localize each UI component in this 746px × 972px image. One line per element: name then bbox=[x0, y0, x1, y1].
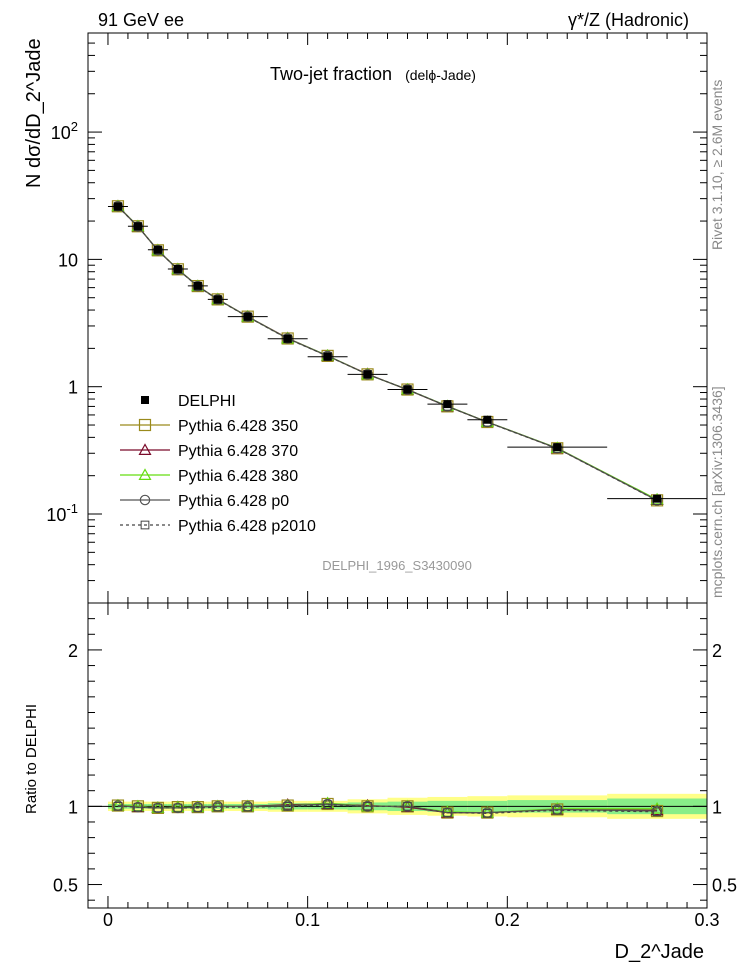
x-tick-label: 0 bbox=[103, 910, 113, 930]
legend-label: Pythia 6.428 350 bbox=[178, 418, 298, 435]
legend-item-pythia-6-428-p0: Pythia 6.428 p0 bbox=[120, 493, 289, 510]
ratio-tick-label-right: 0.5 bbox=[712, 876, 737, 896]
data-point bbox=[243, 312, 252, 321]
ratio-point-pythia-6-428-p2010 bbox=[243, 802, 253, 812]
ratio-panel bbox=[88, 796, 707, 819]
data-point bbox=[653, 494, 662, 503]
y-axis-label-main: N dσ/dD_2^Jade bbox=[23, 38, 45, 188]
ratio-tick-label-left: 0.5 bbox=[53, 876, 78, 896]
analysis-id: DELPHI_1996_S3430090 bbox=[322, 558, 472, 573]
legend-label: DELPHI bbox=[178, 393, 236, 410]
ratio-point-pythia-6-428-380 bbox=[550, 801, 564, 814]
legend-item-pythia-6-428-380: Pythia 6.428 380 bbox=[120, 468, 298, 485]
data-point bbox=[283, 334, 292, 343]
ratio-point-pythia-6-428-p2010 bbox=[403, 801, 412, 811]
ratio-point-pythia-6-428-p2010 bbox=[283, 801, 293, 811]
legend-item-delphi: DELPHI bbox=[141, 393, 236, 410]
data-point bbox=[173, 265, 182, 274]
series-point-pythia-6-428-p0 bbox=[172, 264, 184, 275]
side-label-mcplots: mcplots.cern.ch [arXiv:1306.3436] bbox=[709, 386, 725, 598]
legend-item-pythia-6-428-350: Pythia 6.428 350 bbox=[120, 418, 298, 435]
data-point bbox=[363, 370, 372, 379]
ratio-tick-label-right: 1 bbox=[712, 797, 722, 817]
ratio-point-pythia-6-428-380 bbox=[321, 796, 335, 809]
ratio-tick-label-right: 2 bbox=[712, 641, 722, 661]
chart-title-main: Two-jet fraction bbox=[270, 64, 392, 84]
chart-title-sub: (delϕ-Jade) bbox=[405, 67, 476, 83]
axes: 0 0.1 0.2 0.3 10-1 1 10 102 0.5 0.5 1 1 2 2 bbox=[46, 32, 737, 930]
data-point bbox=[403, 385, 412, 394]
ratio-point-pythia-6-428-p2010 bbox=[363, 801, 372, 811]
ratio-point-pythia-6-428-p2010 bbox=[113, 801, 123, 811]
legend-marker bbox=[139, 494, 151, 506]
ratio-point-pythia-6-428-p2010 bbox=[213, 802, 223, 812]
ratio-point-pythia-6-428-p2010 bbox=[133, 802, 143, 812]
data-point bbox=[323, 352, 332, 361]
ratio-line-pythia-6-428-p2010 bbox=[117, 804, 658, 814]
y-axis-label-ratio: Ratio to DELPHI bbox=[23, 704, 40, 814]
legend-label: Pythia 6.428 380 bbox=[178, 468, 298, 485]
y-tick-label: 102 bbox=[51, 119, 78, 143]
ratio-point-pythia-6-428-p0 bbox=[442, 807, 453, 818]
ratio-point-pythia-6-428-p2010 bbox=[173, 803, 183, 813]
legend-marker bbox=[138, 418, 152, 432]
x-tick-label: 0.1 bbox=[295, 910, 320, 930]
x-axis-label: D_2^Jade bbox=[615, 941, 704, 963]
series-point-pythia-6-428-p0 bbox=[152, 245, 164, 256]
ratio-point-pythia-6-428-370 bbox=[650, 803, 664, 816]
data-point bbox=[133, 222, 142, 231]
data-point bbox=[113, 202, 122, 211]
legend-marker bbox=[141, 396, 149, 404]
legend-label: Pythia 6.428 370 bbox=[178, 443, 298, 460]
data-point bbox=[443, 400, 452, 409]
ratio-tick-label-left: 1 bbox=[68, 797, 78, 817]
main-panel bbox=[107, 199, 707, 507]
ratio-tick-label-left: 2 bbox=[68, 641, 78, 661]
ratio-point-pythia-6-428-p2010 bbox=[483, 809, 492, 818]
ratio-point-pythia-6-428-p2010 bbox=[552, 805, 562, 815]
legend-marker bbox=[140, 520, 150, 530]
legend-item-pythia-6-428-p2010: Pythia 6.428 p2010 bbox=[120, 518, 316, 535]
ratio-point-pythia-6-428-p2010 bbox=[443, 808, 452, 817]
chart-title: Two-jet fraction (delϕ-Jade) bbox=[270, 64, 476, 84]
side-label-rivet: Rivet 3.1.10, ≥ 2.6M events bbox=[709, 80, 725, 250]
legend-item-pythia-6-428-370: Pythia 6.428 370 bbox=[120, 443, 298, 460]
data-point bbox=[193, 281, 202, 290]
ratio-point-pythia-6-428-p2010 bbox=[652, 807, 662, 817]
data-point bbox=[553, 443, 562, 452]
data-point bbox=[153, 245, 162, 254]
ratio-point-pythia-6-428-p2010 bbox=[323, 800, 332, 810]
data-point bbox=[213, 295, 222, 304]
y-tick-label: 1 bbox=[68, 378, 78, 398]
ratio-point-pythia-6-428-p2010 bbox=[153, 803, 163, 813]
ratio-point-pythia-6-428-p2010 bbox=[193, 803, 203, 813]
y-tick-label: 10-1 bbox=[46, 501, 78, 525]
legend-label: Pythia 6.428 p2010 bbox=[178, 518, 316, 535]
x-tick-label: 0.2 bbox=[495, 910, 520, 930]
legend-label: Pythia 6.428 p0 bbox=[178, 493, 289, 510]
y-tick-label: 10 bbox=[58, 250, 78, 270]
data-point bbox=[483, 415, 492, 424]
x-tick-label: 0.3 bbox=[694, 910, 719, 930]
ratio-frame bbox=[87, 602, 708, 909]
header-left: 91 GeV ee bbox=[98, 10, 184, 30]
header-right: γ*/Z (Hadronic) bbox=[568, 10, 689, 30]
legend-marker bbox=[138, 443, 152, 455]
legend: DELPHI Pythia 6.428 350 Pythia 6.428 370 Py… bbox=[120, 393, 316, 535]
legend-marker bbox=[138, 468, 152, 480]
